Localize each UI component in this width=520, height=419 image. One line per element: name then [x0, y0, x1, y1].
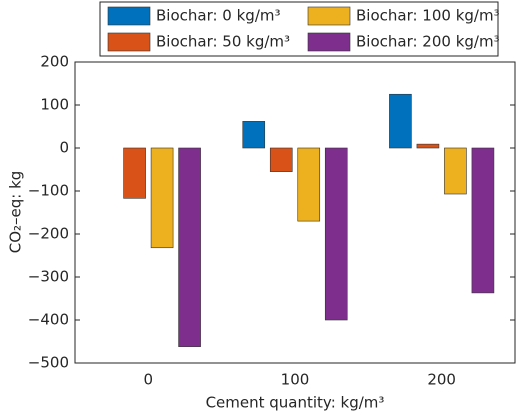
bar — [444, 147, 467, 195]
legend-label: Biochar: 50 kg/m³ — [156, 33, 290, 51]
x-axis-label: Cement quantity: kg/m³ — [206, 394, 385, 412]
y-tick-label: −200 — [28, 225, 69, 243]
bar — [242, 121, 266, 149]
legend-label: Biochar: 200 kg/m³ — [356, 33, 500, 51]
bar — [150, 147, 174, 249]
legend-label: Biochar: 100 kg/m³ — [356, 7, 500, 25]
y-tick-label: 200 — [40, 53, 69, 71]
legend-swatch — [307, 6, 351, 26]
legend-swatch — [107, 6, 151, 26]
y-tick-label: 0 — [59, 139, 69, 157]
y-tick-label: −500 — [28, 354, 69, 372]
bar — [471, 147, 495, 294]
y-tick-label: −400 — [28, 311, 69, 329]
legend-box — [99, 1, 499, 57]
x-tick-label: 0 — [144, 371, 154, 389]
bar — [123, 147, 146, 199]
legend-swatch — [107, 32, 151, 52]
bar — [324, 147, 348, 321]
bar — [389, 93, 412, 149]
y-tick-label: −300 — [28, 268, 69, 286]
plot-frame — [74, 61, 516, 364]
legend-label: Biochar: 0 kg/m³ — [156, 7, 281, 25]
bar — [297, 147, 321, 222]
bar — [269, 147, 293, 172]
bar — [178, 147, 201, 347]
y-tick-label: 100 — [40, 96, 69, 114]
legend-swatch — [307, 32, 351, 52]
y-axis-label: CO₂–eq: kg — [7, 171, 25, 254]
x-tick-label: 200 — [427, 371, 456, 389]
y-tick-label: −100 — [28, 182, 69, 200]
bar — [416, 143, 440, 149]
x-tick-label: 100 — [281, 371, 310, 389]
